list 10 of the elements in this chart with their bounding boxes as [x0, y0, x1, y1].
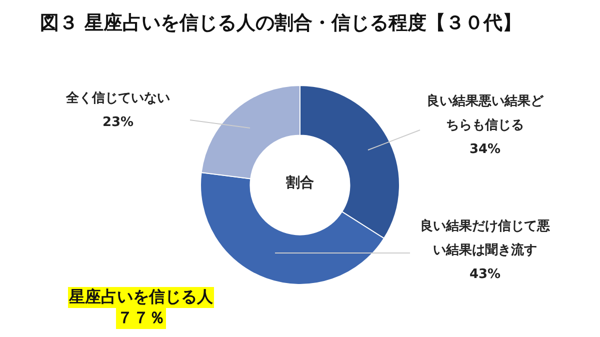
data-label: 43%	[469, 266, 501, 282]
chart-title: 図３ 星座占いを信じる人の割合・信じる程度【３０代】	[40, 11, 522, 36]
data-label: 23%	[102, 114, 134, 130]
slice-label: 良い結果だけ信じて悪い結果は聞き流す	[420, 218, 551, 258]
data-label: 34%	[469, 142, 501, 157]
text: 割合	[285, 174, 315, 192]
text: ７７％	[116, 308, 166, 329]
slice-label: 良い結果悪い結果どちらも信じる	[426, 92, 544, 133]
slice-label: 全く信じていない	[65, 90, 170, 106]
text: 星座占いを信じる人	[68, 287, 214, 308]
